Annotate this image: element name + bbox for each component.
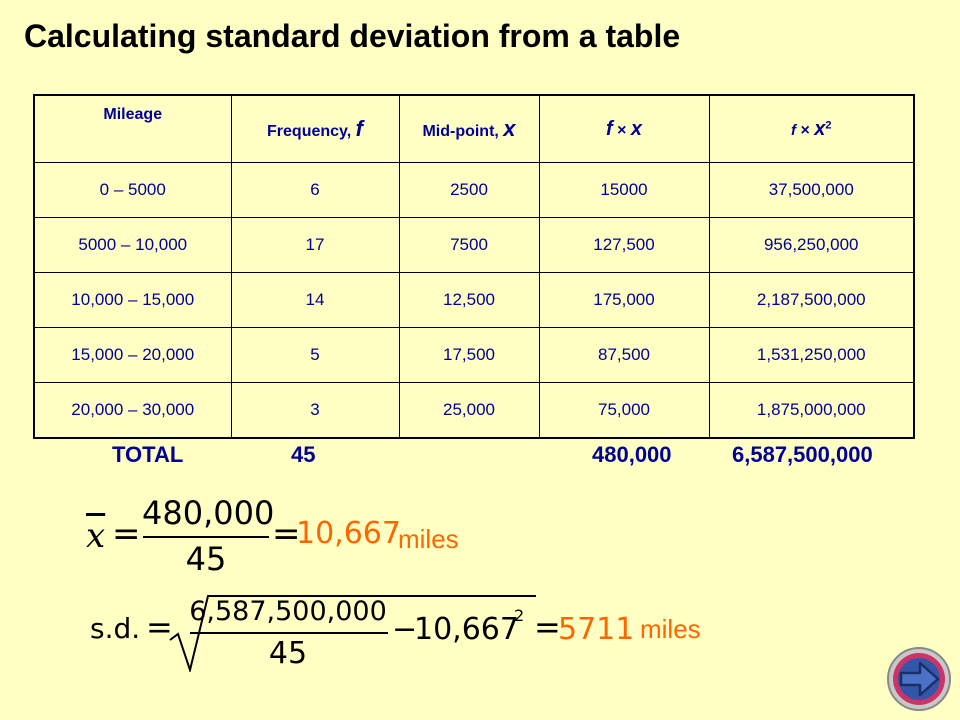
sd-fraction-bar: [190, 632, 388, 634]
cell-fx: 127,500: [538, 217, 710, 273]
next-arrow-icon: [887, 647, 951, 711]
header-frequency: Frequency, f: [230, 94, 400, 163]
mean-fraction-bar: [143, 536, 269, 538]
totals-label: TOTAL: [112, 442, 184, 467]
mean-symbol: x: [86, 516, 106, 556]
cell-fx: 175,000: [538, 272, 710, 328]
sd-subtract-power: 2: [514, 606, 525, 625]
mean-equals: =: [112, 514, 141, 554]
table-row: 0 – 5000 6 2500 15000 37,500,000: [33, 162, 915, 218]
cell-mileage: 0 – 5000: [33, 162, 232, 218]
cell-mileage: 20,000 – 30,000: [33, 382, 232, 439]
cell-frequency: 6: [230, 162, 400, 218]
table-row: 15,000 – 20,000 5 17,500 87,500 1,531,25…: [33, 327, 915, 383]
table-row: 5000 – 10,000 17 7500 127,500 956,250,00…: [33, 217, 915, 273]
header-midpoint: Mid-point, x: [398, 94, 540, 163]
totals-fx2: 6,587,500,000: [732, 442, 873, 467]
cell-fx2: 2,187,500,000: [708, 272, 915, 328]
cell-midpoint: 17,500: [398, 327, 540, 383]
frequency-table: Mileage Frequency, f Mid-point, x f × x …: [33, 94, 915, 439]
table-row: 10,000 – 15,000 14 12,500 175,000 2,187,…: [33, 272, 915, 328]
cell-midpoint: 12,500: [398, 272, 540, 328]
header-mileage: Mileage: [33, 94, 232, 163]
cell-fx: 75,000: [538, 382, 710, 439]
cell-frequency: 3: [230, 382, 400, 439]
table-header-row: Mileage Frequency, f Mid-point, x f × x …: [33, 94, 915, 163]
sd-equals: =: [146, 608, 173, 646]
totals-fx: 480,000: [592, 442, 672, 467]
next-slide-button[interactable]: [886, 646, 952, 712]
totals-frequency: 45: [291, 442, 316, 467]
sd-denominator: 45: [268, 636, 308, 671]
sd-unit: miles: [640, 614, 701, 644]
cell-frequency: 17: [230, 217, 400, 273]
cell-frequency: 14: [230, 272, 400, 328]
cell-fx2: 37,500,000: [708, 162, 915, 218]
sd-symbol: s.d.: [90, 612, 141, 645]
sd-result: 5711: [558, 612, 635, 647]
header-fx: f × x: [538, 94, 710, 163]
cell-mileage: 15,000 – 20,000: [33, 327, 232, 383]
cell-midpoint: 25,000: [398, 382, 540, 439]
cell-mileage: 10,000 – 15,000: [33, 272, 232, 328]
sd-numerator: 6,587,500,000: [189, 596, 387, 627]
cell-fx2: 1,531,250,000: [708, 327, 915, 383]
sd-subtract-value: 10,667: [414, 612, 519, 647]
cell-fx2: 956,250,000: [708, 217, 915, 273]
page-title: Calculating standard deviation from a ta…: [24, 18, 681, 54]
cell-frequency: 5: [230, 327, 400, 383]
sqrt-icon: [169, 595, 536, 672]
cell-fx2: 1,875,000,000: [708, 382, 915, 439]
header-fx2: f × x2: [708, 94, 915, 163]
mean-result-equals: =: [272, 514, 301, 554]
mean-numerator: 480,000: [142, 494, 275, 532]
cell-mileage: 5000 – 10,000: [33, 217, 232, 273]
mean-result: 10,667: [296, 516, 401, 551]
mean-denominator: 45: [185, 540, 227, 578]
cell-fx: 87,500: [538, 327, 710, 383]
cell-midpoint: 7500: [398, 217, 540, 273]
cell-midpoint: 2500: [398, 162, 540, 218]
sd-result-equals: =: [534, 608, 561, 646]
table-row: 20,000 – 30,000 3 25,000 75,000 1,875,00…: [33, 382, 915, 439]
cell-fx: 15000: [538, 162, 710, 218]
mean-unit: miles: [398, 524, 459, 554]
sd-minus: −: [392, 612, 418, 647]
